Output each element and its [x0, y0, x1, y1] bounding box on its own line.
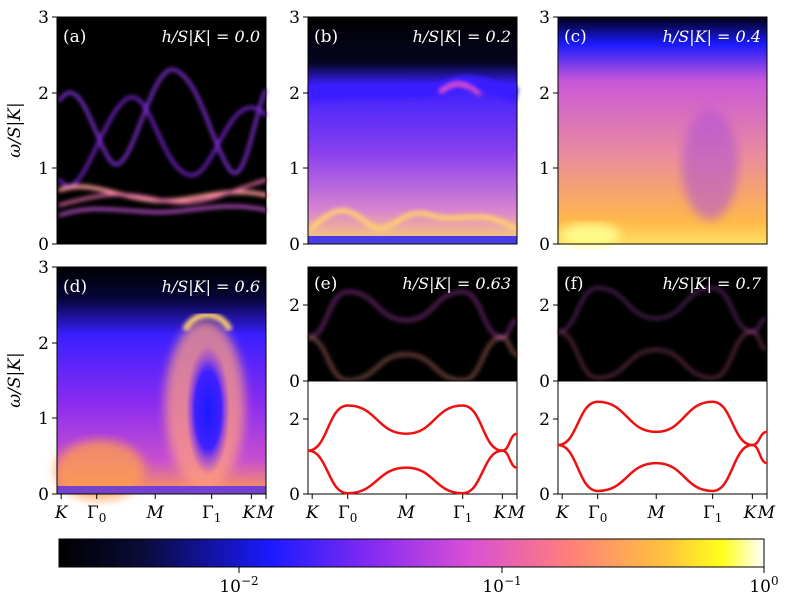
colorbar: 10−2 10−1 100 [58, 538, 779, 597]
ytick-top-2-3: 3 [539, 8, 550, 28]
xtick-0-5: M [256, 503, 275, 523]
panel-f-label: h/S|K| = 0.7 [663, 274, 762, 293]
panel-b-image [308, 17, 517, 244]
panel-c-label: h/S|K| = 0.4 [663, 27, 761, 46]
ytick-top-2-1: 1 [539, 159, 550, 179]
xtick-0-4: K [242, 503, 257, 523]
xtick-2-2: M [647, 503, 666, 523]
colorbar-gradient [58, 538, 765, 568]
panel-f-tag: (f) [564, 274, 584, 294]
panel-f: (f) h/S|K| = 0.7 [557, 267, 768, 495]
ytick-d-0: 0 [38, 485, 49, 505]
ylabel-bottom: ω/S|K| [5, 352, 25, 407]
xtick-1-2: M [397, 503, 416, 523]
panel-d-label: h/S|K| = 0.6 [162, 277, 260, 296]
panel-b-tag: (b) [314, 27, 338, 47]
band-b-top [309, 75, 519, 102]
panel-a-label: h/S|K| = 0.0 [162, 27, 260, 46]
panel-c: (c) h/S|K| = 0.4 [558, 17, 767, 247]
band-e-upper-1 [307, 289, 518, 340]
curve-e-2 [307, 449, 518, 495]
panel-c-image [558, 17, 767, 244]
ytick-up-0-0: 0 [289, 372, 300, 392]
ytick-top-0-2: 2 [38, 84, 49, 104]
xtick-1-5: M [507, 503, 526, 523]
panel-c-tag: (c) [564, 27, 587, 47]
panel-e-tag: (e) [314, 274, 337, 294]
band-b-low [308, 208, 519, 233]
xtick-1-3: Γ1 [453, 503, 472, 525]
panel-a: (a) h/S|K| = 0.0 [56, 16, 268, 245]
ytick-d-1: 1 [38, 409, 49, 429]
xtick-1-4: K [493, 503, 508, 523]
xtick-2-4: K [743, 503, 758, 523]
colorbar-tick-3: 100 [749, 574, 778, 597]
ytick-up-1-2: 2 [539, 296, 550, 316]
panel-e-upper-image [308, 267, 517, 381]
ytick-up-0-2: 2 [289, 296, 300, 316]
band-b-peak [439, 82, 481, 97]
xtick-2-0: K [555, 503, 570, 523]
ytick-d-2: 2 [38, 334, 49, 354]
ytick-lo-1-2: 2 [539, 410, 550, 430]
ytick-top-2-0: 0 [539, 235, 550, 255]
panel-f-lower [557, 380, 768, 495]
ytick-top-0-1: 1 [38, 159, 49, 179]
colorbar-tick-1: 10−2 [219, 574, 258, 597]
ytick-lo-1-0: 0 [539, 485, 550, 505]
colorbar-tick-2: 10−1 [482, 574, 521, 597]
panel-f-upper-image [558, 267, 767, 381]
band-a-1 [58, 68, 268, 175]
ytick-top-2-2: 2 [539, 84, 550, 104]
ytick-top-1-1: 1 [289, 159, 300, 179]
ytick-top-1-3: 3 [289, 8, 300, 28]
ytick-top-0-3: 3 [38, 8, 49, 28]
ytick-top-1-2: 2 [289, 84, 300, 104]
ytick-lo-0-0: 0 [289, 485, 300, 505]
panel-b: (b) h/S|K| = 0.2 [308, 17, 519, 244]
curve-f-2 [557, 443, 768, 493]
ytick-d-3: 3 [38, 258, 49, 278]
panel-a-tag: (a) [63, 27, 86, 47]
band-a-4 [58, 204, 268, 217]
ytick-up-1-0: 0 [539, 372, 550, 392]
band-a-5 [58, 178, 268, 207]
panel-b-label: h/S|K| = 0.2 [413, 27, 511, 46]
panel-d-tag: (d) [63, 277, 87, 297]
band-f-upper-2 [557, 330, 768, 380]
ytick-top-0-0: 0 [38, 235, 49, 255]
xtick-0-3: Γ1 [202, 503, 221, 525]
xtick-1-0: K [305, 503, 320, 523]
xtick-0-0: K [54, 503, 69, 523]
ytick-top-1-0: 0 [289, 235, 300, 255]
xtick-2-3: Γ1 [703, 503, 722, 525]
xtick-2-1: Γ0 [588, 503, 607, 525]
panel-e: (e) h/S|K| = 0.63 [307, 267, 518, 495]
ytick-lo-0-2: 2 [289, 410, 300, 430]
xtick-0-2: M [146, 503, 165, 523]
xtick-0-1: Γ0 [87, 503, 106, 525]
band-a-2 [58, 95, 268, 188]
ylabel-top: ω/S|K| [5, 102, 25, 157]
panel-d: (d) h/S|K| = 0.6 [55, 267, 266, 500]
xtick-2-5: M [757, 503, 776, 523]
panel-e-label: h/S|K| = 0.63 [402, 274, 511, 293]
xtick-1-1: Γ0 [338, 503, 357, 525]
